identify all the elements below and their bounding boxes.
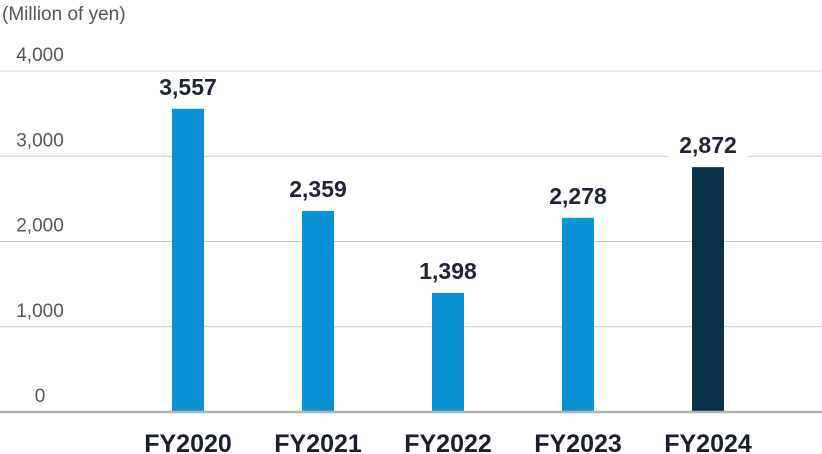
value-label: 3,557 (159, 74, 217, 100)
bar (692, 167, 724, 412)
value-label-background (668, 131, 748, 158)
x-tick-label: FY2022 (404, 430, 492, 454)
x-tick-label: FY2023 (534, 430, 622, 454)
value-label: 2,278 (549, 183, 607, 209)
bar (302, 210, 334, 412)
y-tick-label: 0 (35, 386, 46, 407)
unit-label: (Million of yen) (2, 4, 126, 25)
value-label: 2,872 (679, 132, 737, 158)
bar (172, 108, 204, 412)
y-tick-label: 1,000 (16, 301, 64, 322)
x-axis-ticks: FY2020 FY2021 FY2022 FY2023 FY2024 (144, 430, 752, 454)
bars (172, 108, 724, 412)
value-labels: 3,557 2,359 1,398 2,278 2,872 (148, 72, 748, 284)
bar (562, 217, 594, 412)
y-tick-label: 2,000 (16, 216, 64, 237)
x-tick-label: FY2024 (664, 430, 752, 454)
value-label-background (278, 174, 358, 201)
value-label-background (148, 72, 228, 99)
x-tick-label: FY2021 (274, 430, 362, 454)
bar (432, 292, 464, 412)
y-tick-label: 4,000 (16, 45, 64, 66)
value-label-background (538, 181, 618, 208)
value-label: 1,398 (419, 258, 477, 284)
y-tick-label: 3,000 (16, 130, 64, 151)
value-label-background (408, 256, 488, 283)
value-label: 2,359 (289, 176, 347, 202)
gridlines (0, 70, 822, 328)
y-axis-ticks: 0 1,000 2,000 3,000 4,000 (16, 45, 64, 407)
x-tick-label: FY2020 (144, 430, 232, 454)
